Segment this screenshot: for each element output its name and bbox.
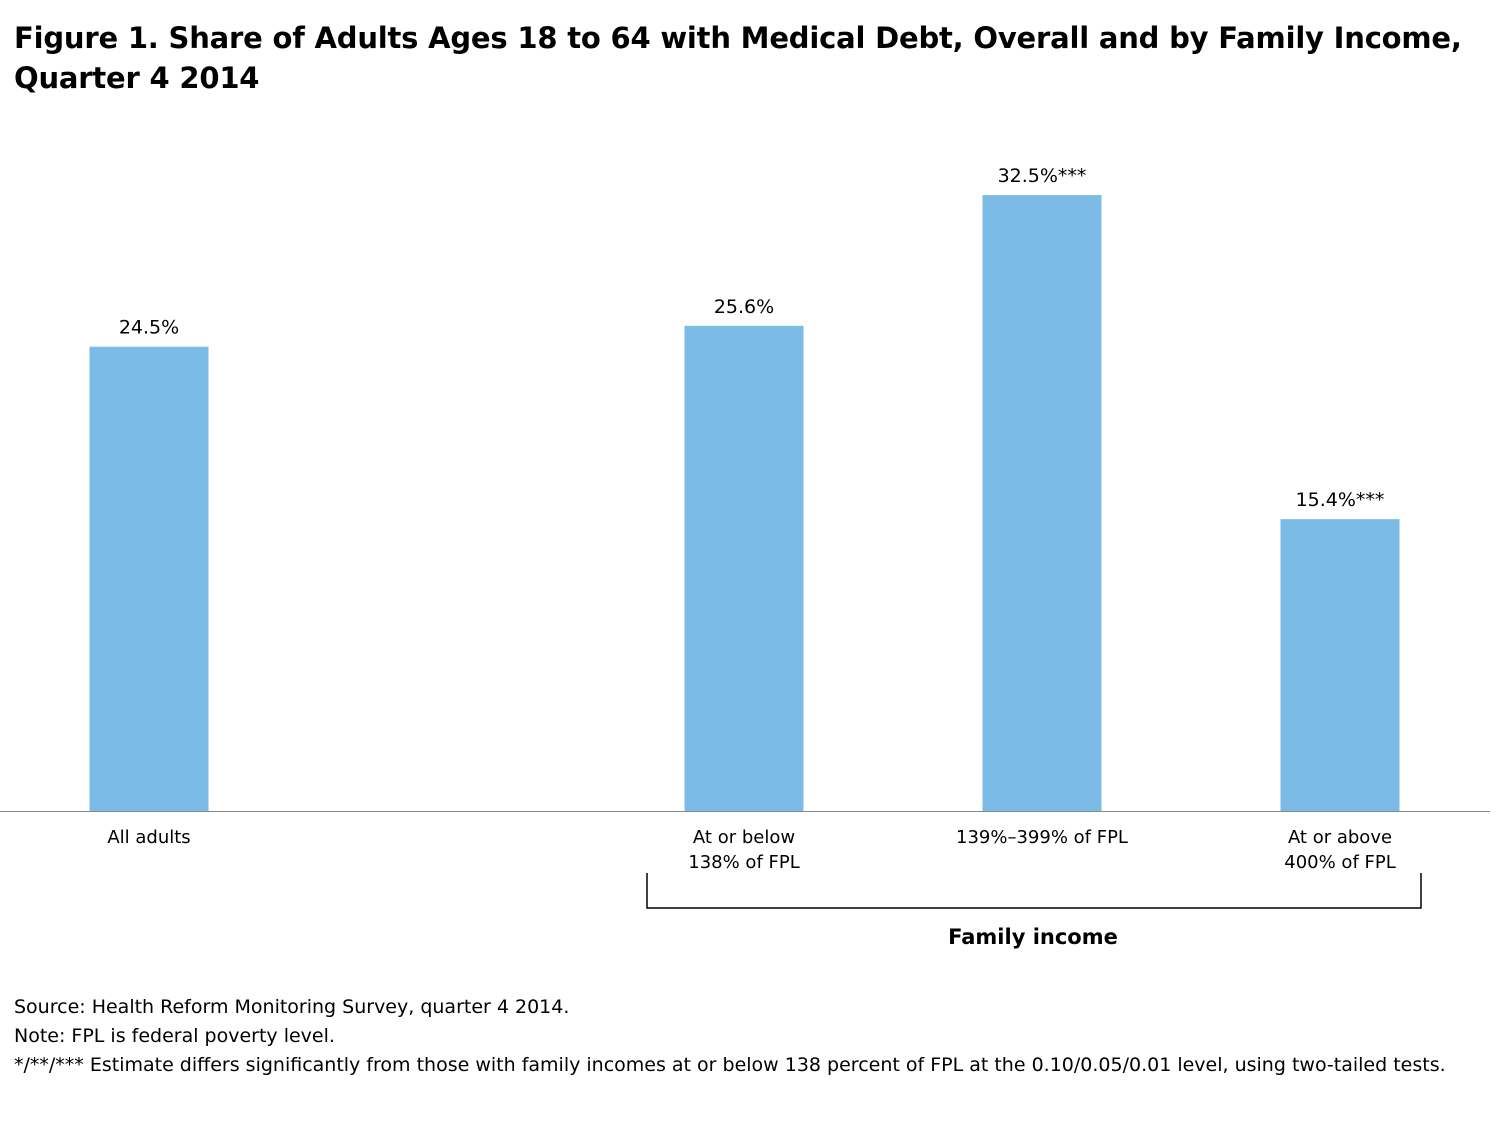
category-label: All adults [107,827,190,848]
fpl-note: Note: FPL is federal poverty level. [14,1025,335,1047]
category-label: 400% of FPL [1284,852,1396,873]
bar [982,195,1102,811]
category-label: At or below [693,827,795,848]
chart-title: Figure 1. Share of Adults Ages 18 to 64 … [14,21,1462,95]
significance-note: */**/*** Estimate differs significantly … [14,1054,1446,1076]
source-note: Source: Health Reform Monitoring Survey,… [14,996,570,1018]
bar [1280,519,1400,811]
group-label: Family income [948,925,1118,949]
data-label: 25.6% [714,296,774,318]
data-label: 32.5%*** [998,165,1087,187]
chart-notes: Source: Health Reform Monitoring Survey,… [14,993,1484,1080]
bar [684,325,804,811]
data-label: 24.5% [119,317,179,339]
group-bracket [646,873,1422,909]
category-label: 139%–399% of FPL [956,827,1128,848]
bar [89,346,209,811]
category-label: 138% of FPL [688,852,800,873]
data-label: 15.4%*** [1296,489,1385,511]
category-label: At or above [1288,827,1392,848]
